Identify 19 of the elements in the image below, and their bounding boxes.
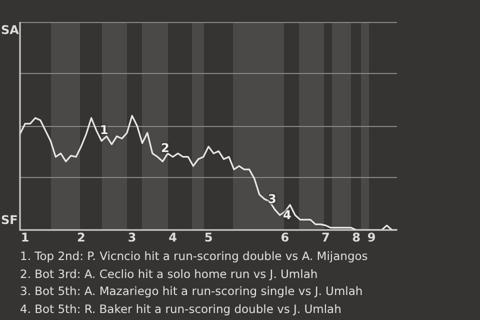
annotation: 2 [161,141,170,155]
x-tick-label: 1 [20,230,30,244]
text: 2. Bot 3rd: A. Ceclio hit a solo home run vs J. Umlah [20,266,319,282]
x-tick-label: 9 [367,230,376,244]
annotation: 1 [100,123,108,137]
text: 4. Bot 5th: R. Baker hit a run-scoring double vs J. Umlah [20,300,342,318]
annotation: 3 [268,192,276,206]
text: 1. Top 2nd: P. Vicncio hit a run-scoring double vs A. Mijangos [20,248,368,265]
x-tick-label: 4 [168,230,178,244]
text: 3. Bot 5th: A. Mazariego hit a run-scoring single vs J. Umlah [20,283,364,300]
x-tick-label: 5 [204,230,213,244]
x-tick-label: 8 [352,230,360,244]
text: SF [1,213,18,227]
x-tick-label: 7 [321,230,330,244]
x-tick-label: 2 [76,230,86,244]
text: SA [1,23,19,37]
x-tick-label: 6 [280,230,290,244]
x-tick-label: 3 [128,230,136,244]
annotation: 4 [283,208,292,222]
